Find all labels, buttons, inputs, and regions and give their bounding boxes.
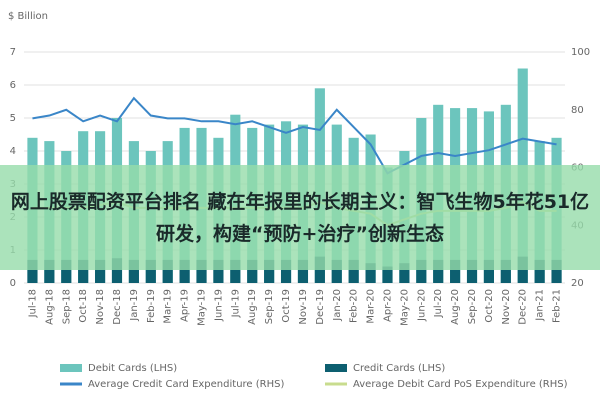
bar <box>483 259 494 283</box>
bar <box>78 259 89 283</box>
x-tick-label: Aug-19 <box>247 289 258 325</box>
x-tick-label: Jun-20 <box>416 289 427 322</box>
x-tick-label: Dec-18 <box>112 289 123 325</box>
y-tick-label: 0 <box>10 278 16 289</box>
bar <box>297 259 309 283</box>
bar <box>230 259 241 283</box>
bar <box>466 259 478 283</box>
legend-swatch <box>60 364 82 372</box>
x-tick-label: Feb-21 <box>552 289 563 323</box>
x-tick-label: May-19 <box>197 289 208 326</box>
legend-label: Average Debit Card PoS Expenditure (RHS) <box>353 379 568 390</box>
x-tick-label: Oct-18 <box>78 289 89 323</box>
legend-label: Debit Cards (LHS) <box>88 363 177 374</box>
x-tick-label: Jun-19 <box>213 289 224 322</box>
bar <box>111 258 123 283</box>
legend-label: Average Credit Card Expenditure (RHS) <box>88 379 284 390</box>
bar <box>128 259 139 283</box>
y2-tick-label: 20 <box>571 278 584 289</box>
x-tick-label: Dec-20 <box>518 289 529 325</box>
x-tick-label: Nov-18 <box>95 289 106 325</box>
y-axis-label: $ Billion <box>8 11 48 22</box>
x-tick-label: Nov-20 <box>501 289 512 325</box>
y-tick-label: 5 <box>10 113 16 124</box>
bar <box>433 259 444 283</box>
x-tick-label: Jan-21 <box>535 289 546 322</box>
bar <box>534 259 545 283</box>
x-tick-label: Apr-20 <box>382 289 393 322</box>
y-tick-label: 4 <box>10 146 16 157</box>
bar <box>44 259 55 283</box>
bar <box>264 259 275 283</box>
x-tick-label: Sep-19 <box>264 289 275 324</box>
x-tick-label: Nov-19 <box>298 289 309 325</box>
bar <box>382 266 393 283</box>
x-tick-label: Jul-18 <box>27 289 38 318</box>
legend-label: Credit Cards (LHS) <box>353 363 445 374</box>
bar <box>61 259 72 283</box>
bar <box>179 259 190 283</box>
bar <box>145 259 156 283</box>
y-tick-label: 7 <box>10 47 16 58</box>
x-tick-label: Aug-20 <box>450 289 461 325</box>
x-tick-label: May-20 <box>399 289 410 326</box>
x-tick-label: Jan-19 <box>129 289 140 322</box>
bar <box>348 259 359 283</box>
y2-tick-label: 100 <box>571 47 590 58</box>
x-tick-label: Jul-20 <box>433 289 444 318</box>
bar <box>450 259 461 283</box>
bar <box>399 263 410 283</box>
x-tick-label: Apr-19 <box>180 289 191 322</box>
x-tick-label: Dec-19 <box>315 289 326 325</box>
legend-swatch <box>325 364 347 372</box>
line <box>32 96 557 175</box>
x-tick-label: Feb-19 <box>146 289 157 323</box>
x-tick-label: Oct-20 <box>484 289 495 323</box>
bar <box>500 259 511 283</box>
bar <box>213 259 224 283</box>
bar <box>280 259 292 283</box>
bar <box>162 259 173 283</box>
bar <box>196 259 207 283</box>
bar <box>247 259 258 283</box>
x-tick-label: Mar-19 <box>163 289 174 324</box>
bar <box>331 259 342 283</box>
bar <box>95 259 106 283</box>
x-tick-label: Jul-19 <box>230 289 241 318</box>
bar <box>416 259 427 283</box>
banner: 网上股票配资平台排名 藏在年报里的长期主义：智飞生物5年花51亿研发，构建“预防… <box>0 165 600 270</box>
bar <box>365 263 376 283</box>
y-tick-label: 6 <box>10 80 16 91</box>
x-tick-label: Oct-19 <box>281 289 292 323</box>
x-tick-label: Aug-18 <box>44 289 55 325</box>
x-tick-label: Feb-20 <box>349 289 360 323</box>
y2-tick-label: 80 <box>571 105 584 116</box>
bar <box>27 259 38 283</box>
x-tick-label: Sep-18 <box>61 289 72 324</box>
x-tick-label: Sep-20 <box>467 289 478 324</box>
x-tick-label: Jan-20 <box>332 289 343 322</box>
x-tick-label: Mar-20 <box>366 289 377 324</box>
bar <box>551 259 562 283</box>
